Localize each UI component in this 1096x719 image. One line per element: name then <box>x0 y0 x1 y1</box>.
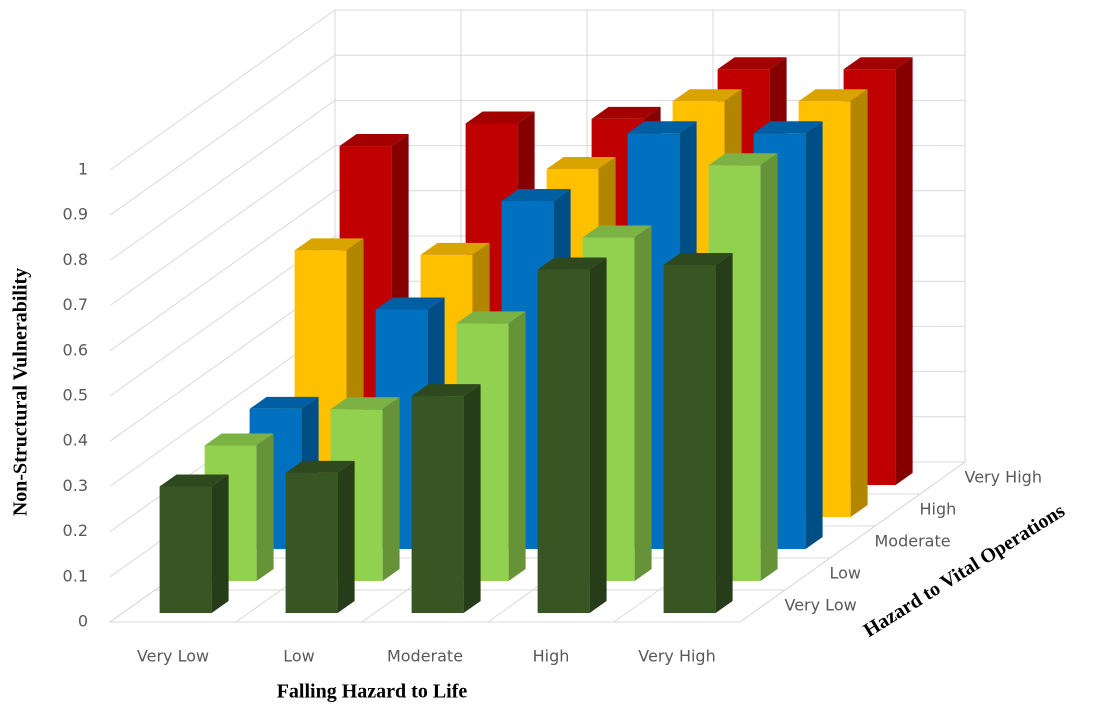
bar-side <box>463 384 481 614</box>
bar-side <box>256 433 274 582</box>
bar-side <box>895 57 913 486</box>
y-tick-label: 0.2 <box>63 521 88 540</box>
bar-front <box>159 486 212 614</box>
bar-side <box>760 153 778 582</box>
y-tick-label: 0 <box>78 612 88 631</box>
bar <box>285 460 355 614</box>
bar-side <box>850 89 868 518</box>
bar-top <box>456 311 526 324</box>
y-tick-label: 0.1 <box>63 566 88 585</box>
bar <box>663 253 733 614</box>
floor-line <box>739 461 966 623</box>
bar-side <box>589 257 607 614</box>
bar-top <box>663 253 733 265</box>
z-axis-title: Hazard to Vital Operations <box>860 500 1069 642</box>
x-tick-label: Very High <box>638 647 715 666</box>
y-tick-label: 1 <box>78 160 88 179</box>
bar <box>159 474 229 614</box>
grid-line <box>109 145 336 307</box>
bar-top <box>420 242 490 255</box>
bar-top <box>753 121 823 134</box>
bar-top <box>249 396 319 409</box>
x-tick-label: Low <box>283 647 315 666</box>
x-tick-label: Very Low <box>137 647 209 666</box>
bar-top <box>717 57 787 70</box>
y-axis-title: Non-Structural Vulnerability <box>10 268 32 516</box>
y-tick-label: 0.9 <box>63 205 88 224</box>
bar-side <box>382 397 400 582</box>
bar-top <box>843 57 913 70</box>
y-tick-label: 0.7 <box>63 295 88 314</box>
x-axis-title: Falling Hazard to Life <box>277 681 468 703</box>
bar-front <box>537 269 590 614</box>
grid-line <box>109 99 336 261</box>
bar-top <box>537 257 607 270</box>
bar-top <box>798 89 868 102</box>
z-tick-label: High <box>920 500 957 519</box>
bar-top <box>627 121 697 134</box>
bar <box>411 384 481 614</box>
bar-top <box>330 397 400 410</box>
bar-side <box>805 121 823 550</box>
z-tick-label: Very High <box>965 468 1042 487</box>
bar-side <box>715 253 733 614</box>
z-tick-label: Very Low <box>785 596 857 615</box>
bar-side <box>211 474 229 614</box>
z-tick-label: Low <box>830 564 862 583</box>
bar <box>537 257 607 614</box>
z-tick-label: Moderate <box>875 532 951 551</box>
bar-top <box>582 225 652 238</box>
bar-top <box>672 89 742 102</box>
bar-top <box>159 474 229 487</box>
bar-top <box>465 111 535 124</box>
bar-top <box>375 297 445 310</box>
bar-top <box>411 384 481 397</box>
bar-top <box>708 153 778 166</box>
grid-line <box>109 9 336 171</box>
bar-front <box>411 396 464 614</box>
bar-front <box>663 265 716 614</box>
bar-top <box>294 238 364 251</box>
bar-top <box>546 157 616 169</box>
bar-top <box>339 134 409 147</box>
bar-side <box>634 225 652 582</box>
bar-top <box>204 433 274 446</box>
grid-line <box>109 54 336 216</box>
bar-side <box>508 311 526 582</box>
y-tick-label: 0.5 <box>63 386 88 405</box>
y-tick-label: 0.8 <box>63 250 88 269</box>
bar <box>330 397 400 582</box>
y-tick-label: 0.6 <box>63 340 88 359</box>
bar-top <box>501 189 571 201</box>
bar-top <box>285 460 355 473</box>
x-tick-label: High <box>533 647 570 666</box>
y-tick-label: 0.4 <box>63 431 88 450</box>
grid-line <box>109 190 336 352</box>
bar-front <box>285 472 338 614</box>
bar-top <box>591 106 661 119</box>
y-tick-label: 0.3 <box>63 476 88 495</box>
x-tick-label: Moderate <box>387 647 463 666</box>
bar-side <box>337 460 355 614</box>
